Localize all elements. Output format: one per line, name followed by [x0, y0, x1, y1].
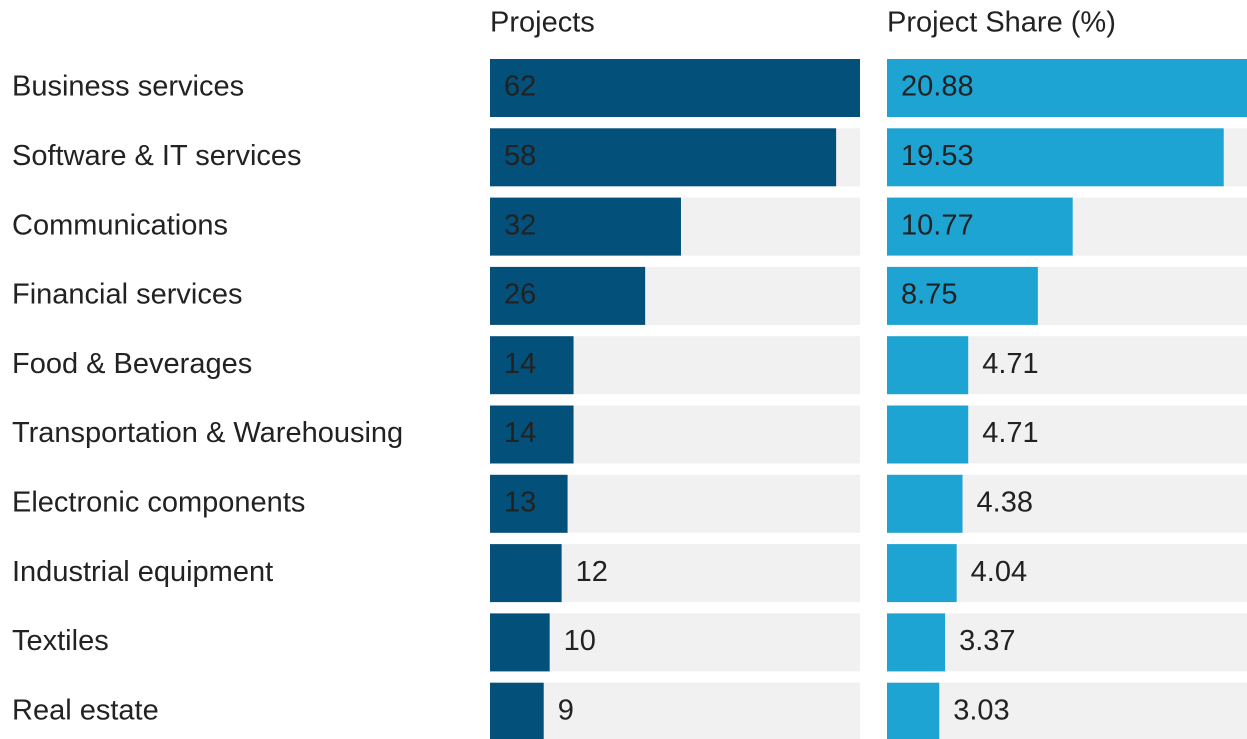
bar [490, 128, 837, 187]
category-label: Electronic components [12, 486, 305, 518]
value-label: 10 [564, 625, 596, 657]
category-label: Industrial equipment [12, 556, 273, 588]
bar [887, 59, 1247, 117]
column-header: Projects [490, 7, 595, 39]
bar [887, 128, 1224, 187]
bar [490, 613, 550, 672]
bar-background [490, 613, 860, 672]
bar [490, 197, 681, 256]
bar [887, 613, 946, 672]
bar-background [490, 682, 860, 739]
bar [490, 336, 574, 395]
value-label: 9 [558, 694, 574, 726]
value-label: 8.75 [901, 279, 957, 311]
bar [887, 197, 1073, 256]
bar-background [887, 613, 1247, 672]
value-label: 4.04 [971, 556, 1027, 588]
value-label: 32 [504, 209, 536, 241]
value-label: 4.71 [982, 348, 1038, 380]
bar [887, 266, 1038, 325]
bar-background [887, 682, 1247, 739]
value-label: 14 [504, 348, 536, 380]
bar [490, 682, 544, 739]
bar [490, 266, 646, 325]
bar [887, 336, 969, 395]
category-label: Business services [12, 71, 244, 103]
value-label: 19.53 [901, 140, 974, 172]
value-label: 3.37 [959, 625, 1015, 657]
value-label: 4.38 [977, 486, 1033, 518]
bar [490, 544, 562, 603]
value-label: 10.77 [901, 209, 974, 241]
value-label: 62 [504, 71, 536, 103]
bar [887, 682, 940, 739]
category-label: Communications [12, 209, 228, 241]
value-label: 58 [504, 140, 536, 172]
bar [887, 544, 957, 603]
column-header: Project Share (%) [887, 7, 1116, 39]
category-label: Real estate [12, 694, 159, 726]
value-label: 4.71 [982, 417, 1038, 449]
value-label: 13 [504, 486, 536, 518]
bar [490, 474, 568, 533]
value-label: 3.03 [953, 694, 1009, 726]
bar [887, 474, 963, 533]
value-label: 20.88 [901, 71, 974, 103]
value-label: 12 [576, 556, 608, 588]
value-label: 26 [504, 279, 536, 311]
category-label: Software & IT services [12, 140, 302, 172]
bar [490, 405, 574, 464]
category-label: Transportation & Warehousing [12, 417, 403, 449]
category-label: Financial services [12, 279, 242, 311]
category-label: Food & Beverages [12, 348, 252, 380]
category-label: Textiles [12, 625, 109, 657]
bar [490, 59, 860, 117]
bar [887, 405, 969, 464]
value-label: 14 [504, 417, 536, 449]
